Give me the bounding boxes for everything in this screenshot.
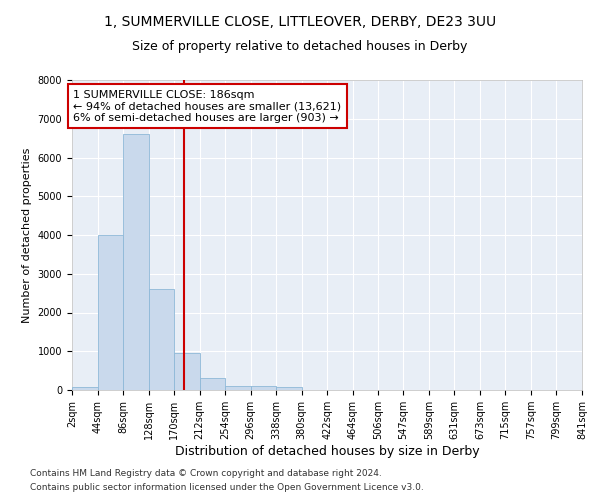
Bar: [72, 388, 98, 390]
Bar: [174, 353, 200, 390]
Bar: [149, 289, 174, 390]
Bar: [225, 386, 251, 390]
Text: Size of property relative to detached houses in Derby: Size of property relative to detached ho…: [133, 40, 467, 53]
Text: Contains HM Land Registry data © Crown copyright and database right 2024.: Contains HM Land Registry data © Crown c…: [30, 468, 382, 477]
Bar: [200, 378, 225, 390]
Bar: [98, 235, 123, 390]
Bar: [251, 386, 276, 390]
Y-axis label: Number of detached properties: Number of detached properties: [22, 148, 32, 322]
Text: 1, SUMMERVILLE CLOSE, LITTLEOVER, DERBY, DE23 3UU: 1, SUMMERVILLE CLOSE, LITTLEOVER, DERBY,…: [104, 15, 496, 29]
X-axis label: Distribution of detached houses by size in Derby: Distribution of detached houses by size …: [175, 445, 479, 458]
Text: Contains public sector information licensed under the Open Government Licence v3: Contains public sector information licen…: [30, 484, 424, 492]
Bar: [276, 388, 302, 390]
Text: 1 SUMMERVILLE CLOSE: 186sqm
← 94% of detached houses are smaller (13,621)
6% of : 1 SUMMERVILLE CLOSE: 186sqm ← 94% of det…: [73, 90, 341, 123]
Bar: [123, 134, 149, 390]
